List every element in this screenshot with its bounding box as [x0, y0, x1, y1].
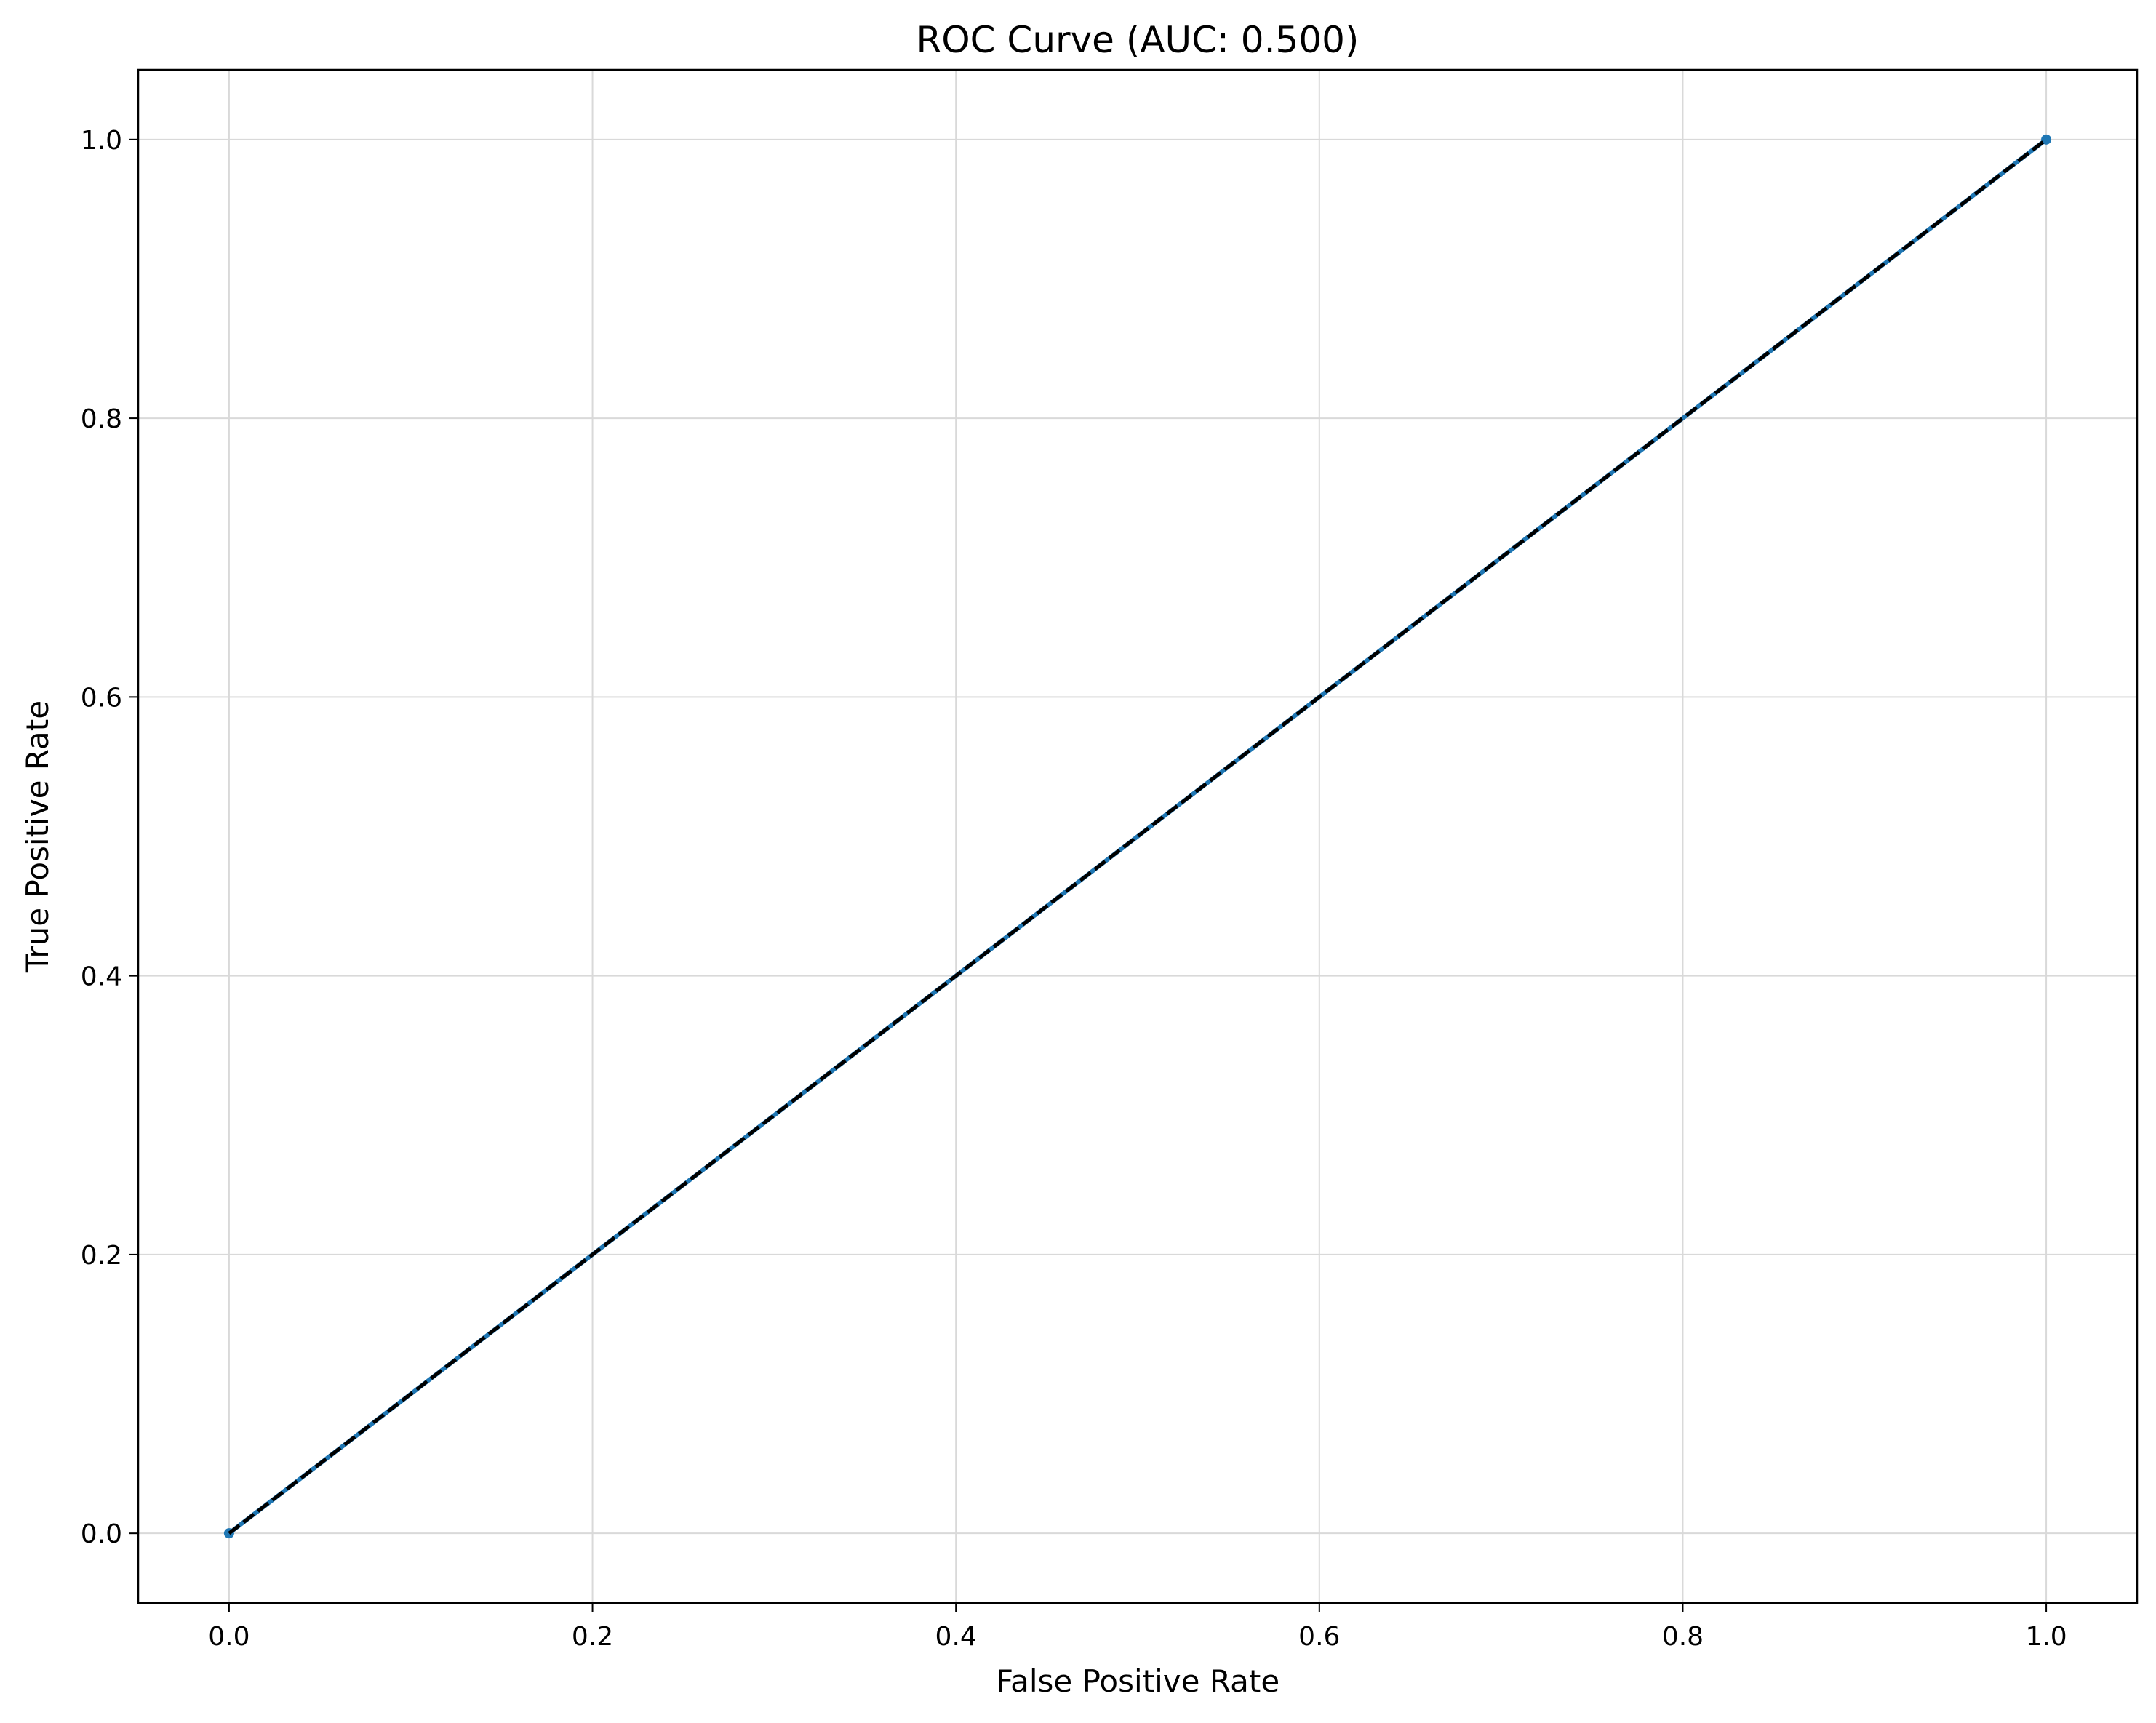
y-tick-label: 0.4: [81, 962, 122, 992]
y-tick-label: 0.0: [81, 1519, 122, 1549]
y-tick-label: 0.6: [81, 683, 122, 713]
x-tick-label: 0.8: [1662, 1622, 1704, 1652]
x-tick-label: 0.4: [935, 1622, 977, 1652]
x-tick-label: 0.0: [208, 1622, 249, 1652]
x-tick-label: 1.0: [2025, 1622, 2067, 1652]
roc-curve-line: [228, 137, 2048, 1535]
y-tick-label: 0.2: [81, 1241, 122, 1271]
y-tick-label: 1.0: [81, 126, 122, 156]
grid-layer: [138, 70, 2137, 1603]
x-tick-label: 0.6: [1298, 1622, 1340, 1652]
y-tick-label: 0.8: [81, 404, 122, 434]
series-layer: [223, 134, 2052, 1539]
plot-frame: [137, 68, 2139, 1604]
x-axis-label: False Positive Rate: [996, 1663, 1279, 1699]
ticks-layer: 0.0 0.2 0.4 0.6 0.8 1.0 0.0 0.2 0.4 0.6 0.8 1.0: [81, 126, 2067, 1652]
y-axis-label: True Positive Rate: [20, 700, 55, 973]
x-tick-label: 0.2: [572, 1622, 613, 1652]
chart-title: ROC Curve (AUC: 0.500): [917, 19, 1360, 61]
roc-point: [2041, 134, 2052, 145]
